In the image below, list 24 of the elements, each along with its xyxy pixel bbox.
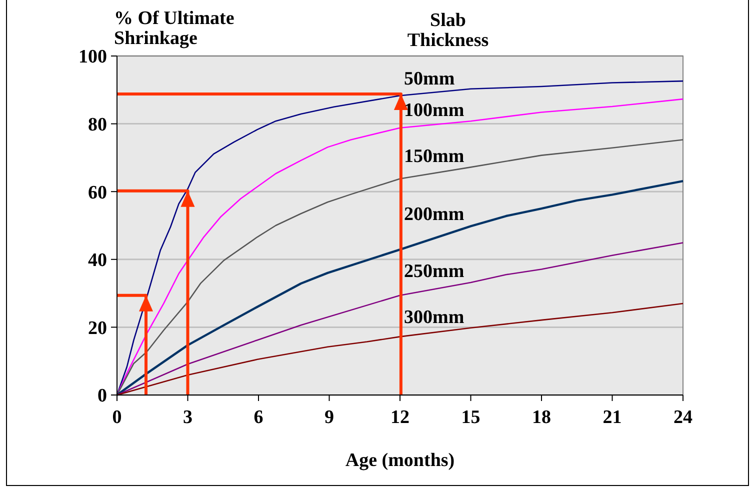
x-tick-label: 18: [532, 407, 551, 428]
x-tick-label: 15: [461, 407, 480, 428]
x-tick-label: 21: [602, 407, 622, 428]
x-axis-title: Age (months): [345, 450, 455, 471]
x-tick-label: 6: [254, 407, 264, 428]
series-label: 100mm: [404, 100, 464, 122]
y-tick-label: 20: [88, 318, 107, 339]
x-tick-label: 3: [183, 407, 192, 428]
series-label: 150mm: [404, 146, 464, 167]
x-tick-label: 0: [112, 407, 122, 428]
x-tick-label: 12: [390, 407, 410, 428]
y-tick-label: 0: [98, 386, 107, 407]
series-label: 250mm: [404, 260, 464, 282]
y-tick-label: 100: [78, 46, 107, 68]
y-tick-label: 60: [88, 182, 107, 204]
series-label: 50mm: [404, 68, 455, 90]
x-tick-label: 9: [324, 407, 334, 428]
x-tick-label: 24: [674, 407, 693, 428]
y-axis-title: % Of Ultimate Shrinkage: [114, 8, 234, 49]
series-label: 200mm: [404, 204, 464, 226]
y-tick-label: 40: [88, 250, 107, 272]
legend-title: Slab Thickness: [407, 10, 489, 51]
y-tick-label: 80: [88, 114, 107, 136]
series-label: 300mm: [404, 307, 464, 328]
